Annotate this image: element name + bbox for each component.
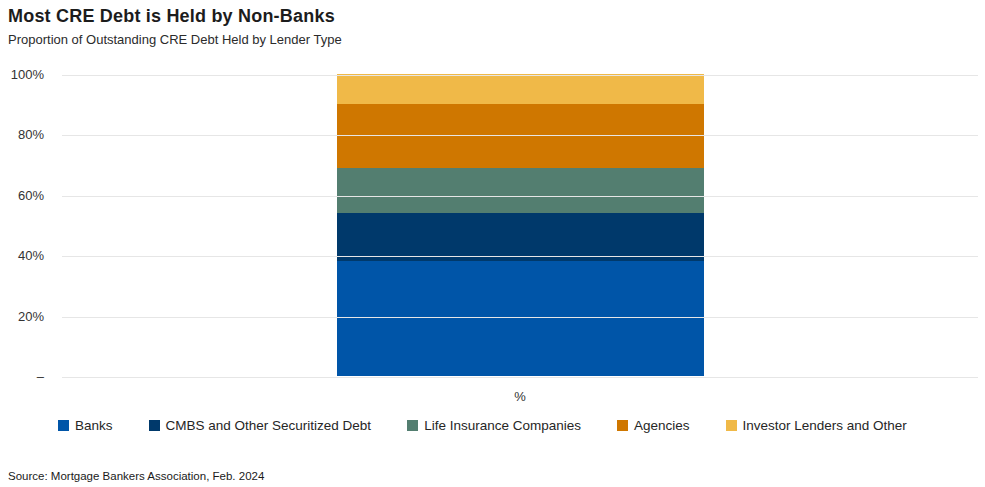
- legend-label: Life Insurance Companies: [424, 418, 581, 433]
- legend-item-agencies: Agencies: [617, 418, 690, 433]
- gridline-20: [62, 317, 978, 318]
- chart-subtitle: Proportion of Outstanding CRE Debt Held …: [8, 32, 342, 47]
- legend: Banks CMBS and Other Securitized Debt Life…: [58, 418, 978, 433]
- legend-swatch-icon: [726, 420, 737, 431]
- legend-item-banks: Banks: [58, 418, 113, 433]
- bar-segment-banks: [337, 261, 704, 376]
- y-tick-label-20: 20%: [0, 309, 44, 325]
- legend-label: Agencies: [634, 418, 690, 433]
- bar-segment-life-insurance-companies: [337, 168, 704, 213]
- bar-segment-investor-lenders-and-other: [337, 74, 704, 104]
- plot-area: [62, 75, 978, 377]
- legend-label: CMBS and Other Securitized Debt: [166, 418, 372, 433]
- legend-item-investor-lenders-and-other: Investor Lenders and Other: [726, 418, 907, 433]
- legend-label: Banks: [75, 418, 113, 433]
- gridline-0: [62, 377, 978, 378]
- y-axis: –20%40%60%80%100%: [0, 75, 44, 377]
- gridline-60: [62, 196, 978, 197]
- legend-item-life-insurance-companies: Life Insurance Companies: [407, 418, 581, 433]
- legend-swatch-icon: [58, 420, 69, 431]
- legend-swatch-icon: [149, 420, 160, 431]
- gridline-40: [62, 256, 978, 257]
- y-tick-label-100: 100%: [0, 67, 44, 83]
- legend-label: Investor Lenders and Other: [743, 418, 907, 433]
- gridline-100: [62, 75, 978, 76]
- chart-title: Most CRE Debt is Held by Non-Banks: [8, 6, 335, 27]
- gridline-80: [62, 135, 978, 136]
- y-tick-label-60: 60%: [0, 188, 44, 204]
- stacked-bar: [337, 74, 704, 376]
- y-tick-label-80: 80%: [0, 127, 44, 143]
- x-axis-label: %: [440, 389, 600, 404]
- legend-swatch-icon: [407, 420, 418, 431]
- bar-segment-cmbs-and-other-securitized-debt: [337, 213, 704, 261]
- legend-swatch-icon: [617, 420, 628, 431]
- legend-item-cmbs-and-other-securitized-debt: CMBS and Other Securitized Debt: [149, 418, 372, 433]
- chart-canvas: Most CRE Debt is Held by Non-Banks Propo…: [0, 0, 985, 487]
- y-tick-label-40: 40%: [0, 248, 44, 264]
- source-note: Source: Mortgage Bankers Association, Fe…: [8, 470, 264, 482]
- y-tick-label-0: –: [0, 369, 44, 385]
